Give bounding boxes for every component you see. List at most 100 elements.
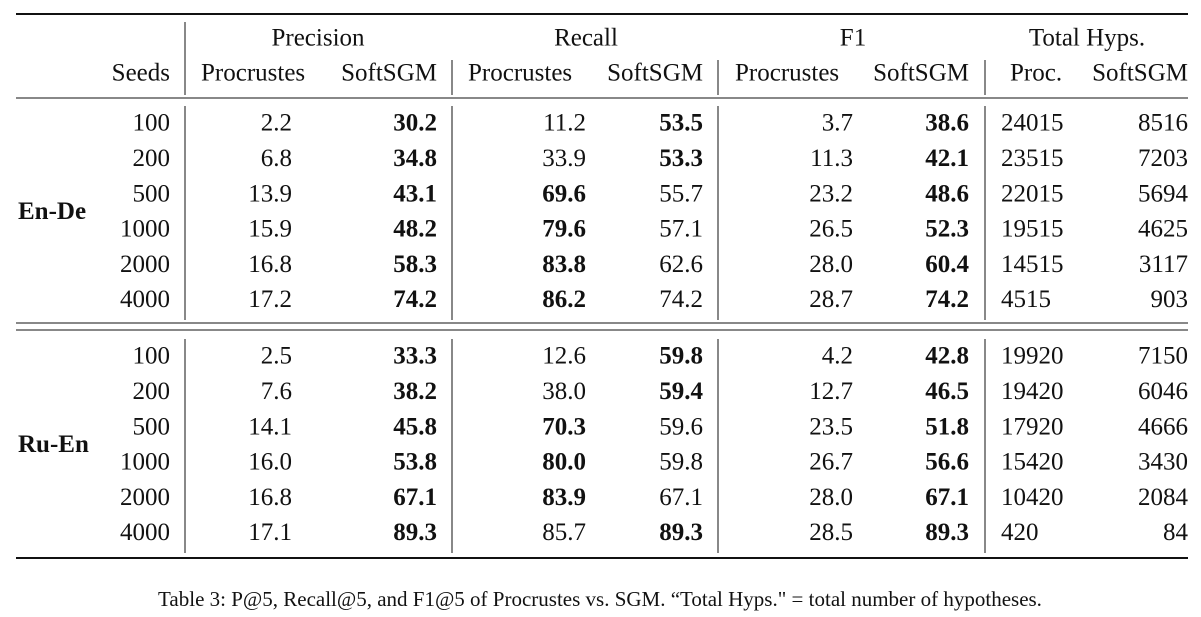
caption: Table 3: P@5, Recall@5, and F1@5 of Proc… <box>158 587 1042 611</box>
value-cell: 83.8 <box>542 251 586 278</box>
value-cell: 3.7 <box>822 110 853 137</box>
value-cell: 74.2 <box>925 286 969 313</box>
value-cell: 33.9 <box>542 145 586 172</box>
value-cell: 84 <box>1163 519 1189 546</box>
value-cell: 17.2 <box>248 286 292 313</box>
value-cell: 7.6 <box>261 378 292 405</box>
value-cell: 7150 <box>1138 343 1188 370</box>
value-cell: 16.0 <box>248 449 292 476</box>
column-header: SoftSGM <box>1092 60 1188 87</box>
value-cell: 4.2 <box>822 343 853 370</box>
value-cell: 79.6 <box>542 216 586 243</box>
value-cell: 19420 <box>1001 378 1064 405</box>
value-cell: 59.8 <box>659 449 703 476</box>
value-cell: 2084 <box>1138 484 1189 511</box>
value-cell: 16.8 <box>248 484 292 511</box>
value-cell: 2.5 <box>261 343 292 370</box>
value-cell: 51.8 <box>925 413 969 440</box>
value-cell: 74.2 <box>393 286 437 313</box>
value-cell: 17.1 <box>248 519 292 546</box>
value-cell: 89.3 <box>393 519 437 546</box>
value-cell: 30.2 <box>393 110 437 137</box>
value-cell: 53.3 <box>659 145 703 172</box>
value-cell: 46.5 <box>925 378 969 405</box>
value-cell: 14.1 <box>248 413 292 440</box>
value-cell: 24015 <box>1001 110 1064 137</box>
value-cell: 13.9 <box>248 180 292 207</box>
value-cell: 23.2 <box>809 180 853 207</box>
value-cell: 28.5 <box>809 519 853 546</box>
value-cell: 67.1 <box>393 484 437 511</box>
value-cell: 58.3 <box>393 251 437 278</box>
value-cell: 34.8 <box>393 145 437 172</box>
value-cell: 89.3 <box>659 519 703 546</box>
value-cell: 11.3 <box>810 145 853 172</box>
value-cell: 85.7 <box>542 519 586 546</box>
value-cell: 42.1 <box>925 145 969 172</box>
value-cell: 16.8 <box>248 251 292 278</box>
value-cell: 19515 <box>1001 216 1064 243</box>
value-cell: 38.2 <box>393 378 437 405</box>
group-header: F1 <box>840 25 866 52</box>
group-header: Precision <box>271 25 365 52</box>
value-cell: 42.8 <box>925 343 969 370</box>
seed-cell: 1000 <box>120 449 170 476</box>
value-cell: 3117 <box>1139 251 1188 278</box>
column-header: SoftSGM <box>341 60 437 87</box>
seed-cell: 200 <box>133 378 171 405</box>
column-dividers <box>184 22 986 553</box>
value-cell: 55.7 <box>659 180 703 207</box>
value-cell: 28.0 <box>809 251 853 278</box>
value-cell: 43.1 <box>393 180 437 207</box>
value-cell: 86.2 <box>542 286 586 313</box>
value-cell: 67.1 <box>659 484 703 511</box>
value-cell: 15.9 <box>248 216 292 243</box>
value-cell: 83.9 <box>542 484 586 511</box>
value-cell: 17920 <box>1001 413 1064 440</box>
value-cell: 80.0 <box>542 449 586 476</box>
value-cell: 52.3 <box>925 216 969 243</box>
value-cell: 4515 <box>1001 286 1051 313</box>
value-cell: 4625 <box>1138 216 1188 243</box>
value-cell: 8516 <box>1138 110 1188 137</box>
value-cell: 4666 <box>1138 413 1188 440</box>
value-cell: 26.5 <box>809 216 853 243</box>
value-cell: 12.7 <box>809 378 853 405</box>
value-cell: 19920 <box>1001 343 1064 370</box>
value-cell: 48.6 <box>925 180 969 207</box>
value-cell: 420 <box>1001 519 1039 546</box>
value-cell: 33.3 <box>393 343 437 370</box>
value-cell: 59.4 <box>659 378 703 405</box>
value-cell: 53.8 <box>393 449 437 476</box>
value-cell: 38.0 <box>542 378 586 405</box>
value-cell: 89.3 <box>925 519 969 546</box>
column-header: Procrustes <box>735 60 839 87</box>
value-cell: 12.6 <box>542 343 586 370</box>
value-cell: 28.7 <box>809 286 853 313</box>
column-header: Seeds <box>112 60 170 87</box>
value-cell: 38.6 <box>925 110 969 137</box>
group-header: Total Hyps. <box>1029 25 1145 52</box>
column-header: Procrustes <box>468 60 572 87</box>
value-cell: 56.6 <box>925 449 969 476</box>
column-header: Procrustes <box>201 60 305 87</box>
value-cell: 48.2 <box>393 216 437 243</box>
seed-cell: 100 <box>133 343 171 370</box>
value-cell: 5694 <box>1138 180 1189 207</box>
value-cell: 59.8 <box>659 343 703 370</box>
value-cell: 6046 <box>1138 378 1188 405</box>
value-cell: 14515 <box>1001 251 1064 278</box>
value-cell: 69.6 <box>542 180 586 207</box>
value-cell: 15420 <box>1001 449 1064 476</box>
value-cell: 62.6 <box>659 251 703 278</box>
value-cell: 53.5 <box>659 110 703 137</box>
seed-cell: 1000 <box>120 216 170 243</box>
value-cell: 45.8 <box>393 413 437 440</box>
value-cell: 22015 <box>1001 180 1064 207</box>
value-cell: 59.6 <box>659 413 703 440</box>
value-cell: 23.5 <box>809 413 853 440</box>
value-cell: 7203 <box>1138 145 1188 172</box>
group-header: Recall <box>554 25 618 52</box>
seed-cell: 2000 <box>120 251 170 278</box>
